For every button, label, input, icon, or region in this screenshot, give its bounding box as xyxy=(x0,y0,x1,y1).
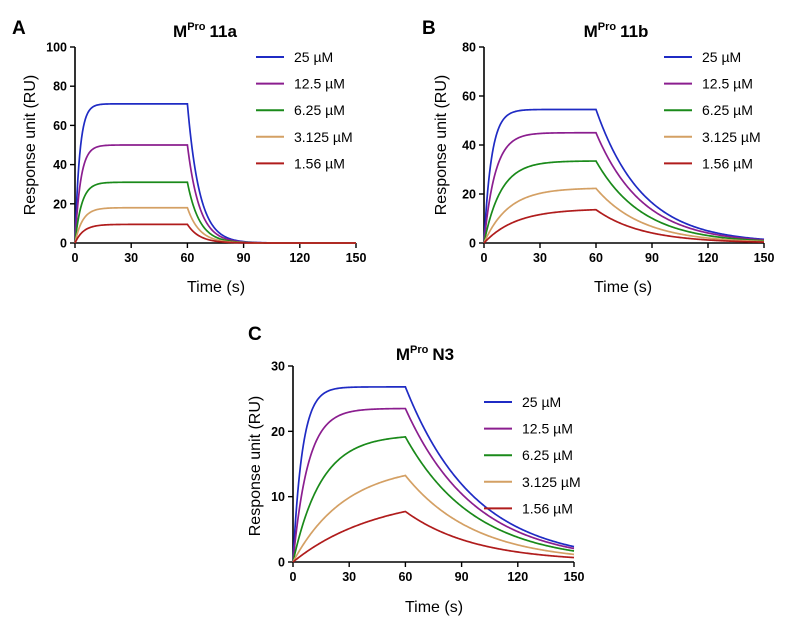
series-line-6.25 xyxy=(483,160,765,244)
legend-label: 3.125 µM xyxy=(702,129,761,145)
y-tick-label: 20 xyxy=(53,197,67,211)
x-axis-label: Time (s) xyxy=(405,599,463,616)
y-axis-label: Response unit (RU) xyxy=(22,75,39,216)
x-tick-label: 30 xyxy=(533,251,547,265)
legend: 25 µM 12.5 µM 6.25 µM 3.125 µM 1.56 µM xyxy=(664,49,761,171)
y-tick-label: 60 xyxy=(462,90,476,104)
legend-label: 12.5 µM xyxy=(294,76,345,92)
legend-label: 1.56 µM xyxy=(522,500,573,516)
x-tick-label: 150 xyxy=(564,570,585,584)
series-line-12.5 xyxy=(292,407,575,563)
x-tick-label: 60 xyxy=(180,251,194,265)
series-line-3.125 xyxy=(483,187,765,244)
panel-a: A MPro 11a Time (s) Response unit (RU) 0 3… xyxy=(12,18,366,296)
legend-label: 1.56 µM xyxy=(294,155,345,171)
y-tick-label: 100 xyxy=(46,41,67,55)
legend-label: 6.25 µM xyxy=(702,102,753,118)
panel-letter: B xyxy=(422,18,436,39)
x-tick-label: 60 xyxy=(398,570,412,584)
y-tick-label: 60 xyxy=(53,119,67,133)
legend-label: 3.125 µM xyxy=(522,474,581,490)
x-tick-label: 150 xyxy=(346,251,367,265)
y-tick-label: 0 xyxy=(60,237,67,251)
x-tick-label: 150 xyxy=(754,251,775,265)
series-line-1.56 xyxy=(292,510,575,563)
y-tick-label: 80 xyxy=(53,80,67,94)
plot-area: 0 30 60 90 120 150 0 10 20 30 xyxy=(271,360,584,585)
y-tick-label: 40 xyxy=(53,158,67,172)
series-line-12.5 xyxy=(483,131,765,244)
panel-b: B MPro 11b Time (s) Response unit (RU) 0 3… xyxy=(422,18,774,296)
y-tick-label: 0 xyxy=(278,556,285,570)
x-tick-label: 30 xyxy=(342,570,356,584)
series-line-1.56 xyxy=(483,208,765,244)
x-tick-label: 120 xyxy=(698,251,719,265)
y-tick-label: 80 xyxy=(462,41,476,55)
x-tick-label: 0 xyxy=(481,251,488,265)
legend-label: 12.5 µM xyxy=(522,421,573,437)
legend: 25 µM 12.5 µM 6.25 µM 3.125 µM 1.56 µM xyxy=(256,49,353,171)
y-tick-label: 20 xyxy=(271,425,285,439)
legend: 25 µM 12.5 µM 6.25 µM 3.125 µM 1.56 µM xyxy=(484,394,581,516)
legend-label: 25 µM xyxy=(702,49,741,65)
y-axis-label: Response unit (RU) xyxy=(433,75,450,216)
y-tick-label: 0 xyxy=(469,237,476,251)
panel-letter: A xyxy=(12,18,26,39)
x-tick-label: 90 xyxy=(645,251,659,265)
chart-title: MPro N3 xyxy=(396,344,454,364)
panel-letter: C xyxy=(248,324,262,345)
y-tick-label: 30 xyxy=(271,360,285,374)
panel-c: C MPro N3 Time (s) Response unit (RU) 0 30… xyxy=(247,324,584,616)
x-tick-label: 90 xyxy=(455,570,469,584)
y-axis-label: Response unit (RU) xyxy=(247,396,264,537)
legend-label: 6.25 µM xyxy=(294,102,345,118)
x-tick-label: 120 xyxy=(289,251,310,265)
legend-label: 12.5 µM xyxy=(702,76,753,92)
x-axis-label: Time (s) xyxy=(594,279,652,296)
legend-label: 3.125 µM xyxy=(294,129,353,145)
x-tick-label: 60 xyxy=(589,251,603,265)
series-line-25 xyxy=(74,102,356,244)
series-line-25 xyxy=(292,386,575,563)
legend-label: 25 µM xyxy=(522,394,561,410)
plot-area: 0 30 60 90 120 150 0 20 40 60 80 xyxy=(462,41,774,266)
x-tick-label: 0 xyxy=(72,251,79,265)
x-tick-label: 0 xyxy=(290,570,297,584)
chart-title: MPro 11b xyxy=(584,21,649,41)
series-line-6.25 xyxy=(292,436,575,563)
series-line-25 xyxy=(483,108,765,244)
legend-label: 6.25 µM xyxy=(522,447,573,463)
y-tick-label: 10 xyxy=(271,490,285,504)
y-tick-label: 20 xyxy=(462,188,476,202)
plot-area: 0 30 60 90 120 150 0 20 40 60 80 100 xyxy=(46,41,366,266)
legend-label: 25 µM xyxy=(294,49,333,65)
series-line-3.125 xyxy=(292,474,575,563)
legend-label: 1.56 µM xyxy=(702,155,753,171)
series-line-1.56 xyxy=(74,223,356,244)
x-axis-label: Time (s) xyxy=(187,279,245,296)
x-tick-label: 30 xyxy=(124,251,138,265)
chart-title: MPro 11a xyxy=(173,21,237,41)
x-tick-label: 120 xyxy=(507,570,528,584)
y-tick-label: 40 xyxy=(462,139,476,153)
x-tick-label: 90 xyxy=(237,251,251,265)
